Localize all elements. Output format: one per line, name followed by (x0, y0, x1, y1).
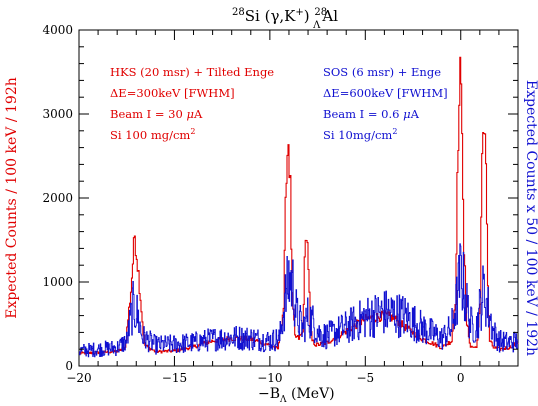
x-tick-label: −10 (257, 371, 282, 385)
ann-right-line1: SOS (6 msr) + Enge (323, 65, 441, 79)
ann-right-line3-text: Beam I = 0.6 (323, 107, 403, 121)
y-tick-label: 1000 (42, 275, 73, 289)
x-axis-title-sub: Λ (279, 395, 287, 405)
ann-left-line4: Si 100 mg/cm2 (110, 127, 195, 142)
title-gamma: γ (270, 7, 279, 25)
ann-left-line4-sup: 2 (190, 127, 195, 136)
ann-left-line3-mu: μ (186, 107, 193, 121)
title-mass-1: 28 (232, 7, 245, 18)
x-axis-title: −BΛ (MeV) (258, 386, 335, 405)
y-tick-label: 0 (65, 359, 73, 373)
y-axis-title-left: Expected Counts / 100 keV / 192h (4, 77, 20, 319)
ann-left-line3-text: Beam I = 30 (110, 107, 186, 121)
x-tick-label: −15 (162, 371, 187, 385)
ann-left-line3: Beam I = 30 μA (110, 107, 203, 121)
annotations-right: SOS (6 msr) + Enge ΔE=600keV [FWHM] Beam… (323, 65, 448, 142)
y-axis-title-right: Expected Counts x 50 / 100 keV / 192h (523, 80, 538, 356)
x-axis-title-suffix: (MeV) (287, 386, 335, 402)
title-kaon: ,K (279, 7, 296, 25)
x-tick-label: 0 (457, 371, 465, 385)
x-tick-label: −5 (356, 371, 374, 385)
y-tick-label: 3000 (42, 107, 73, 121)
x-axis-title-prefix: −B (258, 386, 280, 402)
chart-title: 28Si (γ,K+) 28 ΛAl (232, 7, 338, 31)
ann-right-line4-text: Si 10mg/cm (323, 128, 392, 142)
title-element-2: Al (321, 7, 338, 25)
ann-right-line2: ΔE=600keV [FWHM] (323, 86, 448, 100)
ann-left-line2: ΔE=300keV [FWHM] (110, 86, 235, 100)
tick-layer: −20 −15 −10 −5 0 0 1000 2000 3000 4000 (42, 23, 519, 385)
title-element-1: Si ( (245, 7, 271, 25)
ann-left-line3-unit: A (193, 107, 203, 121)
ann-right-line3-mu: μ (403, 107, 410, 121)
ann-left-line1: HKS (20 msr) + Tilted Enge (110, 65, 274, 79)
ann-right-line3-unit: A (410, 107, 420, 121)
title-plus: + (295, 7, 303, 18)
ann-right-line3: Beam I = 0.6 μA (323, 107, 420, 121)
series-layer (79, 56, 519, 358)
ann-left-line4-text: Si 100 mg/cm (110, 128, 190, 142)
title-mass-2: 28 (314, 7, 327, 18)
title-close: ) (304, 7, 315, 25)
y-tick-label: 2000 (42, 191, 73, 205)
series-line-sos (79, 243, 519, 358)
ann-right-line4: Si 10mg/cm2 (323, 127, 397, 142)
x-tick-label: −20 (66, 371, 91, 385)
annotations-left: HKS (20 msr) + Tilted Enge ΔE=300keV [FW… (110, 65, 274, 142)
title-lambda: Λ (312, 20, 321, 31)
y-tick-label: 4000 (42, 23, 73, 37)
ann-right-line4-sup: 2 (392, 127, 397, 136)
